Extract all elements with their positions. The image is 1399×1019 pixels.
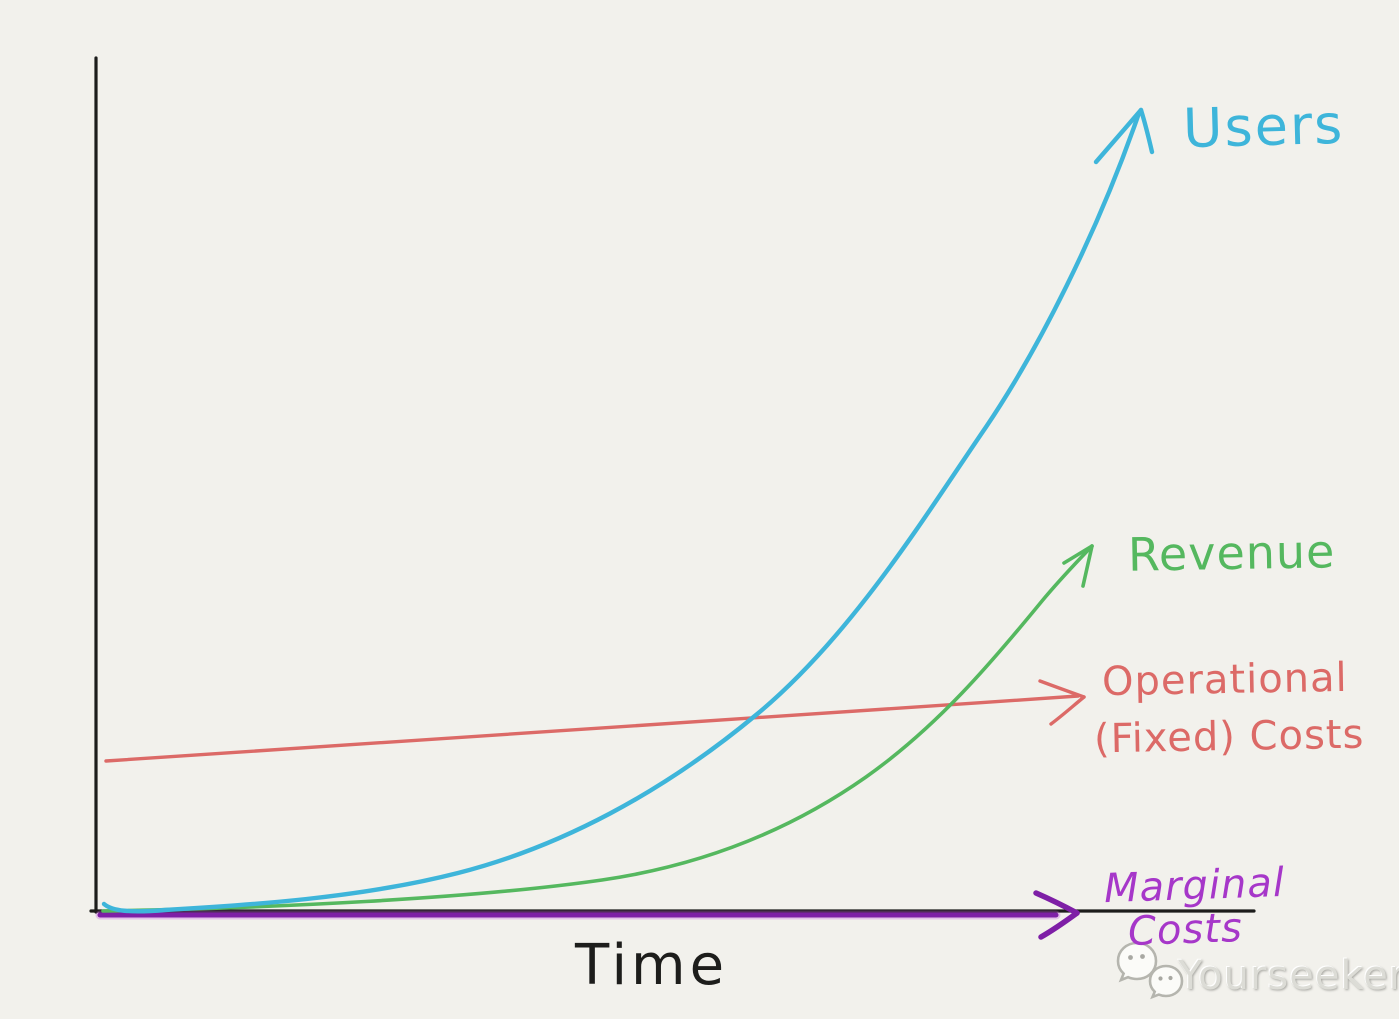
marginal-costs-label-line1: Marginal [1103, 859, 1286, 913]
users-label: Users [1182, 92, 1346, 161]
x-axis-title: Time [575, 933, 729, 998]
marginal-costs-label-line2: Costs [1127, 905, 1244, 955]
watermark: Yourseeker [1112, 933, 1399, 1005]
revenue-curve [101, 544, 1094, 913]
revenue-label: Revenue [1127, 524, 1336, 582]
operational-costs-label-line1: Operational [1101, 654, 1349, 706]
users-curve [101, 107, 1155, 914]
operational-costs-line [104, 679, 1086, 763]
marginal-costs-line [95, 890, 1080, 940]
watermark-text: Yourseeker [1178, 953, 1399, 999]
wechat-icon [1116, 941, 1184, 1000]
operational-costs-label-line2: (Fixed) Costs [1093, 711, 1365, 763]
